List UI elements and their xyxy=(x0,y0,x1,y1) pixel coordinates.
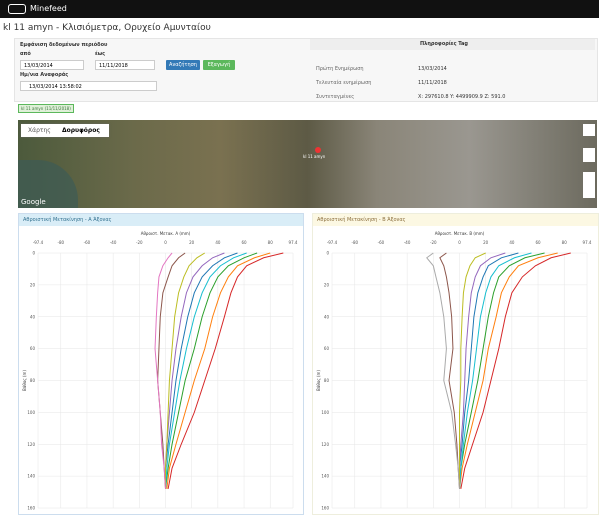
y-tick-label: 0 xyxy=(32,251,35,256)
x-tick-label: 20 xyxy=(189,240,195,245)
info-key: Τελευταία ενημέρωση xyxy=(316,80,371,86)
chart: Αθροιστ. Μετακ. Α (mm) Βάθος (m) -97.4 -80 -… xyxy=(19,227,303,514)
x-tick-label: 60 xyxy=(241,240,247,245)
x-tick-label: -80 xyxy=(352,240,359,245)
y-tick-label: 160 xyxy=(321,506,329,511)
x-tick-label: 97.4 xyxy=(289,240,298,245)
x-tick-label: -40 xyxy=(110,240,117,245)
info-value: 13/03/2014 xyxy=(418,66,447,72)
y-tick-label: 20 xyxy=(30,282,36,287)
chart-panel: Αθροιστική Μετακίνηση - Α Άξονας Αθροιστ… xyxy=(18,213,304,515)
y-tick-label: 0 xyxy=(326,251,329,256)
series-line xyxy=(166,253,258,489)
y-tick-label: 120 xyxy=(27,442,35,447)
page-title: kl 11 amyn - Κλισιόμετρα, Ορυχείο Αμυντα… xyxy=(3,23,211,33)
y-tick-label: 160 xyxy=(27,506,35,511)
y-tick-label: 20 xyxy=(324,282,330,287)
x-tick-label: 40 xyxy=(215,240,221,245)
filter-heading: Εμφάνιση δεδομένων περιόδου xyxy=(20,42,107,48)
pegman[interactable] xyxy=(583,148,595,162)
marker[interactable] xyxy=(315,147,321,153)
x-tick-label: 80 xyxy=(562,240,568,245)
series-line xyxy=(461,253,571,489)
series-line xyxy=(460,253,506,489)
tag-badge[interactable]: kl 11 amyn (11/11/2018) xyxy=(18,104,74,113)
marker-label: kl 11 amyn xyxy=(303,154,325,159)
x-tick-label: -60 xyxy=(378,240,385,245)
y-tick-label: 80 xyxy=(30,378,36,383)
label: από xyxy=(20,51,31,57)
axis-label: Βάθος (m) xyxy=(22,370,27,391)
label: έως xyxy=(95,51,105,57)
map[interactable]: Χάρτης Δορυφόρος kl 11 amyn Google xyxy=(18,120,597,208)
axis-label: Βάθος (m) xyxy=(316,370,321,391)
brand[interactable]: Minefeed xyxy=(30,4,67,13)
y-tick-label: 120 xyxy=(321,442,329,447)
x-tick-label: 80 xyxy=(268,240,274,245)
panel-title: Αθροιστική Μετακίνηση - Β Άξονας xyxy=(317,217,406,223)
x-tick-label: 40 xyxy=(509,240,515,245)
x-tick-label: -60 xyxy=(84,240,91,245)
date-input[interactable]: 11/11/2018 xyxy=(95,60,155,70)
export-button[interactable]: Εξαγωγή xyxy=(203,60,235,70)
y-tick-label: 100 xyxy=(321,410,329,415)
x-tick-label: 0 xyxy=(164,240,167,245)
x-tick-label: -20 xyxy=(430,240,437,245)
chart-panel: Αθροιστική Μετακίνηση - Β Άξονας Αθροιστ… xyxy=(312,213,599,515)
y-tick-label: 140 xyxy=(27,474,35,479)
info-title: Πληροφορίες Tag xyxy=(420,41,468,47)
chart: Αθροιστ. Μετακ. Β (mm) Βάθος (m) -97.4 -80 -… xyxy=(313,227,598,514)
x-tick-label: -40 xyxy=(404,240,411,245)
y-tick-label: 60 xyxy=(324,346,330,351)
logo xyxy=(8,4,26,14)
series-line xyxy=(427,253,460,489)
x-tick-label: 60 xyxy=(535,240,541,245)
series-line xyxy=(460,253,519,489)
x-tick-label: -20 xyxy=(136,240,143,245)
x-tick-label: -80 xyxy=(58,240,65,245)
search-button[interactable]: Αναζήτηση xyxy=(166,60,200,70)
x-tick-label: 20 xyxy=(483,240,489,245)
map-button[interactable]: Χάρτης xyxy=(28,127,51,134)
axis-title: Αθροιστ. Μετακ. Α (mm) xyxy=(141,231,191,236)
x-tick-label: 97.4 xyxy=(583,240,592,245)
info-key: Πρώτη Ενημέρωση xyxy=(316,66,364,72)
fullscreen-button[interactable] xyxy=(583,124,595,136)
series-line xyxy=(158,253,185,489)
page: {"header":{"brand":"Minefeed"}, "page_ti… xyxy=(0,0,599,513)
series-line xyxy=(166,253,205,489)
y-tick-label: 40 xyxy=(30,314,36,319)
satellite-button[interactable]: Δορυφόρος xyxy=(62,127,100,134)
y-tick-label: 140 xyxy=(321,474,329,479)
series-line xyxy=(166,253,225,489)
x-tick-label: -97.4 xyxy=(33,240,44,245)
series-line xyxy=(166,253,238,489)
axis-title: Αθροιστ. Μετακ. Β (mm) xyxy=(435,231,485,236)
info-key: Συντεταγμένες xyxy=(316,94,354,100)
navbar: Minefeed xyxy=(0,0,599,18)
y-tick-label: 100 xyxy=(27,410,35,415)
info-value: 11/11/2018 xyxy=(418,80,447,86)
ref-select[interactable]: 13/03/2014 13:58:02 xyxy=(20,81,157,91)
y-tick-label: 60 xyxy=(30,346,36,351)
series-line xyxy=(168,253,283,489)
google-logo: Google xyxy=(21,198,46,206)
y-tick-label: 80 xyxy=(324,378,330,383)
x-tick-label: -97.4 xyxy=(327,240,338,245)
date-input[interactable]: 13/03/2014 xyxy=(20,60,84,70)
zoom-control[interactable] xyxy=(583,172,595,198)
label: Ημ/νια Αναφοράς xyxy=(20,72,68,78)
info-value: X: 297610.8 Y: 4499909.9 Z: 591.0 xyxy=(418,94,505,100)
panel-title: Αθροιστική Μετακίνηση - Α Άξονας xyxy=(23,217,112,223)
x-tick-label: 0 xyxy=(458,240,461,245)
y-tick-label: 40 xyxy=(324,314,330,319)
